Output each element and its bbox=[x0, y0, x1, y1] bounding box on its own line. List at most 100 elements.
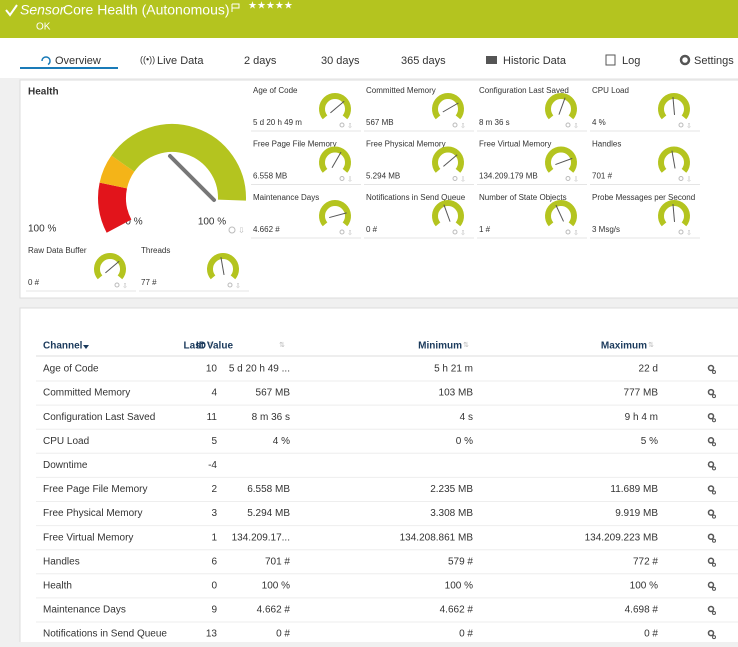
table-cell: 100 % bbox=[445, 581, 473, 592]
table-cell: 567 MB bbox=[256, 388, 291, 399]
main-gauge-max: 100 % bbox=[198, 217, 226, 228]
gauge-value: 134.209.179 MB bbox=[479, 172, 538, 181]
gauge-tool[interactable]: ⇩ bbox=[686, 230, 692, 237]
table-cell: 4.698 # bbox=[625, 605, 659, 616]
gauge-arc bbox=[113, 164, 123, 186]
sort-icon: ⇅ bbox=[648, 341, 654, 349]
gauge-tool[interactable]: ⇩ bbox=[460, 230, 466, 237]
table-cell: CPU Load bbox=[43, 436, 89, 447]
gauge-title: Free Virtual Memory bbox=[479, 140, 551, 149]
gauge-title: Handles bbox=[592, 140, 621, 149]
table-cell: 4 bbox=[211, 388, 217, 399]
gauge-value: 0 # bbox=[28, 278, 40, 287]
table-cell: 3 bbox=[211, 508, 217, 519]
tab-icon bbox=[486, 56, 497, 64]
header-prefix: Sensor bbox=[20, 2, 66, 18]
gauge-tool[interactable]: ⇩ bbox=[460, 123, 466, 130]
table-cell: Free Physical Memory bbox=[43, 508, 142, 519]
gauge-tool[interactable]: ⇩ bbox=[460, 176, 466, 183]
gauge-title: Free Page File Memory bbox=[253, 140, 337, 149]
tab[interactable]: Historic Data bbox=[503, 55, 567, 67]
gauge-value: 4 % bbox=[592, 118, 606, 127]
gauge-tool[interactable]: ⇩ bbox=[573, 123, 579, 130]
table-cell: Age of Code bbox=[43, 364, 99, 375]
gauge-value: 567 MB bbox=[366, 118, 394, 127]
main-gauge-title: Health bbox=[28, 87, 59, 98]
gauge-panel bbox=[20, 80, 738, 298]
gauge-value: 0 # bbox=[366, 225, 378, 234]
table-cell: 579 # bbox=[448, 556, 473, 567]
sort-icon: ⇅ bbox=[463, 341, 469, 349]
gauge-title: Raw Data Buffer bbox=[28, 246, 87, 255]
table-cell: 134.209.17... bbox=[232, 532, 290, 543]
gauge-tool[interactable]: ⇩ bbox=[573, 176, 579, 183]
table-cell: Health bbox=[43, 581, 72, 592]
table-cell: 9 bbox=[211, 605, 217, 616]
gauge-tool[interactable]: ⇩ bbox=[347, 176, 353, 183]
table-cell: 6 bbox=[211, 556, 217, 567]
tab[interactable]: Settings bbox=[694, 55, 734, 67]
table-cell: 0 # bbox=[459, 629, 473, 640]
table-cell: Configuration Last Saved bbox=[43, 412, 155, 423]
gauge-value: 5 d 20 h 49 m bbox=[253, 118, 302, 127]
tab[interactable]: Live Data bbox=[157, 55, 204, 67]
table-cell: 5.294 MB bbox=[247, 508, 290, 519]
table-cell: 100 % bbox=[262, 581, 290, 592]
sort-icon: ⇅ bbox=[279, 341, 285, 349]
table-cell: 4 % bbox=[273, 436, 290, 447]
table-cell: Committed Memory bbox=[43, 388, 130, 399]
table-cell: 4 s bbox=[460, 412, 473, 423]
table-cell: 4.662 # bbox=[440, 605, 474, 616]
table-cell: Free Virtual Memory bbox=[43, 532, 133, 543]
table-cell: Maintenance Days bbox=[43, 605, 126, 616]
table-cell: -4 bbox=[208, 460, 217, 471]
gauge-title: Probe Messages per Second bbox=[592, 193, 695, 202]
table-cell: 4.662 # bbox=[257, 605, 291, 616]
table-cell: Free Page File Memory bbox=[43, 484, 147, 495]
gauge-value: 3 Msg/s bbox=[592, 225, 620, 234]
gauge-tool[interactable]: ⇩ bbox=[686, 123, 692, 130]
tab-icon: ((•)) bbox=[140, 54, 155, 64]
tab[interactable]: Overview bbox=[55, 55, 101, 67]
gauge-value: 5.294 MB bbox=[366, 172, 400, 181]
gauge-value: 6.558 MB bbox=[253, 172, 287, 181]
gauge-tool[interactable]: ⇩ bbox=[238, 226, 245, 235]
table-cell: 13 bbox=[206, 629, 218, 640]
tab[interactable]: 365 days bbox=[401, 55, 446, 67]
gauge-title: Maintenance Days bbox=[253, 193, 319, 202]
column-header[interactable]: Channel bbox=[43, 341, 83, 352]
table-cell: Downtime bbox=[43, 460, 88, 471]
gauge-tool[interactable]: ⇩ bbox=[235, 283, 241, 290]
gauge-tool[interactable]: ⇩ bbox=[122, 283, 128, 290]
table-cell: Handles bbox=[43, 556, 80, 567]
gauge-tool[interactable]: ⇩ bbox=[347, 230, 353, 237]
table-cell: 777 MB bbox=[624, 388, 659, 399]
tab[interactable]: 30 days bbox=[321, 55, 360, 67]
column-header[interactable]: Last Value bbox=[184, 341, 234, 352]
gauge-tool[interactable]: ⇩ bbox=[347, 123, 353, 130]
table-cell: 2 bbox=[211, 484, 217, 495]
table-cell: 772 # bbox=[633, 556, 658, 567]
gauge-value: 4.662 # bbox=[253, 225, 280, 234]
table-cell: 0 % bbox=[456, 436, 473, 447]
table-cell: 0 bbox=[211, 581, 217, 592]
main-gauge-value: 100 % bbox=[28, 224, 56, 235]
table-cell: 22 d bbox=[639, 364, 658, 375]
table-panel bbox=[20, 308, 738, 642]
table-cell: 8 m 36 s bbox=[252, 412, 290, 423]
gauge-title: Committed Memory bbox=[366, 86, 436, 95]
table-cell: 100 % bbox=[630, 581, 658, 592]
gauge-tool[interactable]: ⇩ bbox=[686, 176, 692, 183]
table-cell: 5 % bbox=[641, 436, 658, 447]
gauge-tool[interactable]: ⇩ bbox=[573, 230, 579, 237]
table-cell: 103 MB bbox=[439, 388, 474, 399]
gauge-value: 701 # bbox=[592, 172, 613, 181]
gauge-value: 77 # bbox=[141, 278, 157, 287]
tab[interactable]: Log bbox=[622, 55, 640, 67]
tab[interactable]: 2 days bbox=[244, 55, 277, 67]
column-header[interactable]: Minimum bbox=[418, 341, 462, 352]
table-cell: 5 d 20 h 49 ... bbox=[229, 364, 290, 375]
table-cell: Notifications in Send Queue bbox=[43, 629, 167, 640]
column-header[interactable]: Maximum bbox=[601, 341, 647, 352]
